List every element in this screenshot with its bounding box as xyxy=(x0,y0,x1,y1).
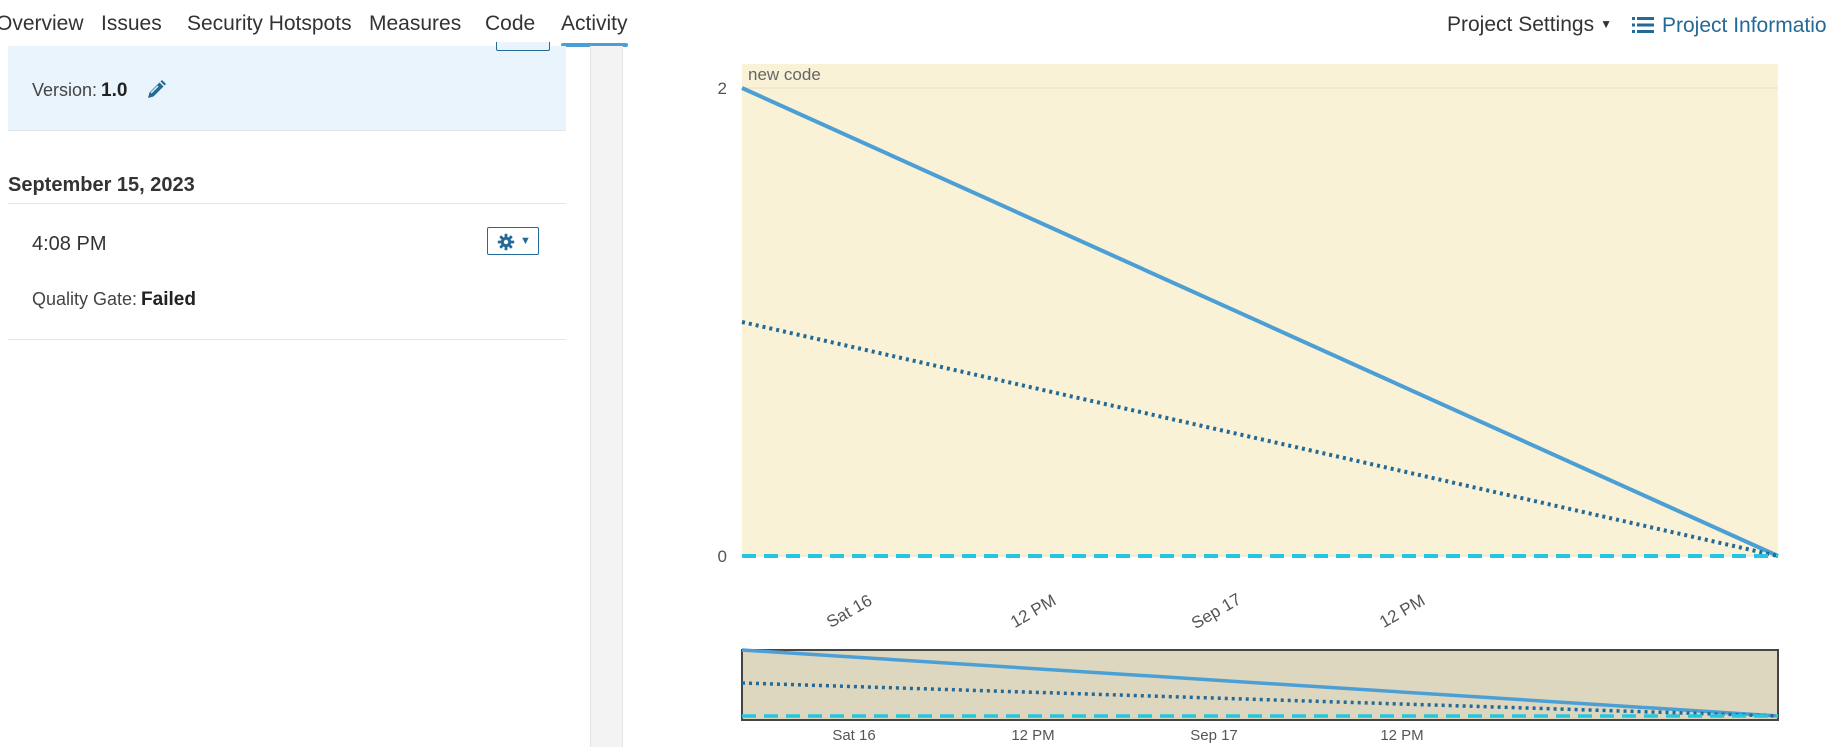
divider xyxy=(8,203,566,204)
x-tick-label: 12 PM xyxy=(1007,591,1059,632)
tab-security-hotspots[interactable]: Security Hotspots xyxy=(187,12,352,35)
overview-x-tick-label: Sep 17 xyxy=(1190,727,1238,744)
x-tick-label: Sat 16 xyxy=(823,591,875,632)
analysis-time: 4:08 PM xyxy=(32,233,107,255)
activity-graph: new code 2 0 Sat 16 12 PM Sep 17 12 PM Sat 16 12… xyxy=(622,46,1828,747)
series-line-dotted xyxy=(741,320,1779,558)
analysis-actions-button[interactable]: ▼ xyxy=(487,227,539,255)
pencil-icon[interactable] xyxy=(145,79,167,101)
overview-x-tick-label: Sat 16 xyxy=(832,727,875,744)
overview-x-tick-label: 12 PM xyxy=(1380,727,1423,744)
series-line-solid xyxy=(741,86,1779,558)
tab-issues[interactable]: Issues xyxy=(101,12,162,35)
new-code-area xyxy=(742,64,1778,556)
analysis-date-heading: September 15, 2023 xyxy=(8,174,195,196)
quality-gate-status: Quality Gate: Failed xyxy=(32,289,196,311)
overview-x-tick-label: 12 PM xyxy=(1011,727,1054,744)
analysis-list: Version: 1.0 September 15, 2023 4:08 PM xyxy=(0,42,590,747)
new-code-label: new code xyxy=(748,65,821,84)
list-icon xyxy=(1632,17,1654,33)
tab-code[interactable]: Code xyxy=(485,12,536,35)
event-actions-button[interactable] xyxy=(496,42,550,51)
tab-overview[interactable]: Overview xyxy=(0,12,84,35)
y-tick-label: 0 xyxy=(718,547,727,566)
version-event: Version: 1.0 xyxy=(8,42,566,131)
project-information-label: Project Information xyxy=(1662,14,1828,37)
tab-activity[interactable]: Activity xyxy=(561,12,628,47)
quality-gate-value: Failed xyxy=(141,289,196,310)
caret-down-icon: ▼ xyxy=(1600,17,1612,31)
divider xyxy=(8,339,566,340)
overview-line-solid xyxy=(741,648,1779,718)
x-tick-label: Sep 17 xyxy=(1188,590,1244,633)
panel-divider xyxy=(590,46,623,747)
activity-chart-svg: new code 2 0 Sat 16 12 PM Sep 17 12 PM Sat 16 12… xyxy=(718,64,1779,744)
overview-line-dotted xyxy=(741,681,1779,718)
version-label: Version: xyxy=(32,80,98,100)
version-value: 1.0 xyxy=(101,80,128,101)
version-line: Version: 1.0 xyxy=(32,80,127,102)
tab-measures[interactable]: Measures xyxy=(369,12,462,35)
y-tick-label: 2 xyxy=(718,79,727,98)
project-settings-menu[interactable]: Project Settings ▼ xyxy=(1447,12,1612,37)
project-nav: Overview Issues Security Hotspots Measur… xyxy=(0,0,1828,47)
quality-gate-label: Quality Gate: xyxy=(32,289,138,309)
project-settings-label: Project Settings xyxy=(1447,13,1595,36)
gear-icon xyxy=(497,233,515,251)
caret-down-icon: ▼ xyxy=(520,235,531,247)
project-information-link[interactable]: Project Information xyxy=(1632,14,1828,38)
x-tick-label: 12 PM xyxy=(1376,591,1428,632)
